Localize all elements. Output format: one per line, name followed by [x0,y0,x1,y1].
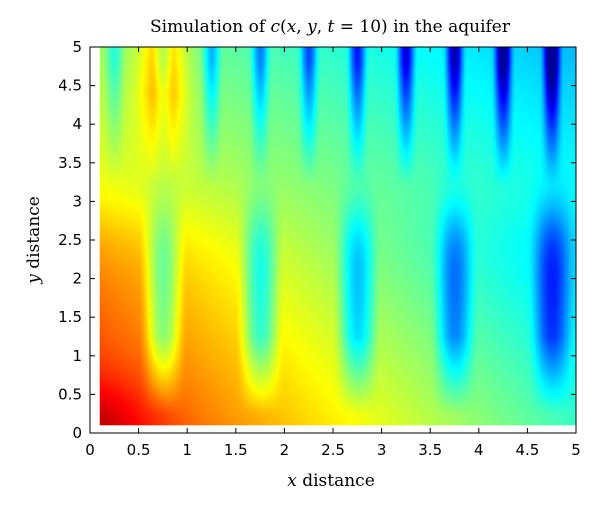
chart-title: Simulation of c(x, y, t = 10) in the aqu… [150,17,511,37]
x-tick-label: 4 [474,441,484,459]
y-axis-ticks: 0 0.5 1 1.5 2 2.5 3 3.5 4 4.5 5 [58,38,576,442]
x-tick-label: 5 [571,441,581,459]
x-axis-label: x distance [287,471,375,491]
x-tick-label: 0 [85,441,95,459]
x-tick-label: 2.5 [321,441,345,459]
x-tick-label: 1 [182,441,192,459]
y-tick-label: 4.5 [58,77,82,95]
heatmap-field [99,47,576,426]
y-tick-label: 5 [72,38,82,56]
y-tick-label: 3.5 [58,154,82,172]
y-tick-label: 1.5 [58,308,82,326]
x-tick-label: 1.5 [224,441,248,459]
y-tick-label: 4 [72,115,82,133]
y-tick-label: 3 [72,192,82,210]
x-tick-label: 3 [377,441,387,459]
x-tick-label: 4.5 [515,441,539,459]
y-tick-label: 2.5 [58,231,82,249]
y-tick-label: 1 [72,347,82,365]
y-tick-label: 2 [72,270,82,288]
x-axis-ticks: 0 0.5 1 1.5 2 2.5 3 3.5 4 4.5 5 [85,47,581,459]
y-axis-label: y distance [24,196,44,285]
x-tick-label: 0.5 [127,441,151,459]
y-tick-label: 0 [72,424,82,442]
x-tick-label: 2 [280,441,290,459]
y-tick-label: 0.5 [58,385,82,403]
x-tick-label: 3.5 [418,441,442,459]
